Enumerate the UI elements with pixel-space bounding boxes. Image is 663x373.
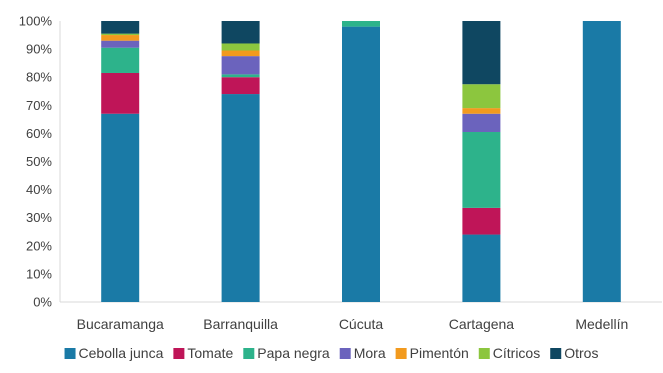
bar-segment	[462, 108, 501, 114]
y-tick-label: 90%	[26, 42, 52, 57]
y-axis-ticks: 0% 10% 20% 30% 40% 50% 60% 70% 80% 90% 100%	[19, 14, 53, 310]
y-tick-label: 40%	[26, 182, 52, 197]
bar-segment	[221, 43, 260, 51]
legend-swatch	[243, 348, 255, 359]
legend-swatch	[395, 348, 407, 359]
x-tick-label: Bucaramanga	[77, 316, 164, 332]
bar-segment	[101, 35, 140, 41]
x-tick-label: Medellín	[575, 316, 628, 332]
x-tick-label: Barranquilla	[203, 316, 278, 332]
x-tick-label: Cúcuta	[339, 316, 384, 332]
y-tick-label: 30%	[26, 210, 52, 225]
legend-label: Mora	[354, 345, 386, 361]
bar-segment	[221, 21, 260, 44]
legend-label: Cebolla junca	[79, 345, 164, 361]
legend-item: Mora	[339, 345, 386, 361]
bar-segment	[221, 77, 260, 95]
legend-swatch	[173, 348, 185, 359]
bar-segment	[101, 113, 140, 302]
y-tick-label: 60%	[26, 126, 52, 141]
bar-segment	[101, 33, 140, 36]
legend-label: Cítricos	[493, 345, 540, 361]
y-tick-label: 80%	[26, 70, 52, 85]
y-tick-label: 50%	[26, 154, 52, 169]
legend-swatch	[550, 348, 562, 359]
x-tick-label: Cartagena	[449, 316, 515, 332]
x-axis-ticks: Bucaramanga Barranquilla Cúcuta Cartagena Me…	[77, 316, 629, 332]
y-tick-label: 0%	[33, 295, 52, 310]
bar-segment	[462, 131, 501, 208]
legend-swatch	[478, 348, 490, 359]
legend-label: Tomate	[187, 345, 233, 361]
bar-segment	[342, 26, 380, 303]
bar-segment	[101, 72, 140, 114]
legend-item: Cebolla junca	[64, 345, 164, 361]
legend-item: Papa negra	[243, 345, 330, 361]
legend: Cebolla junca Tomate Papa negra Mora Pimentó…	[64, 345, 598, 361]
legend-item: Otros	[550, 345, 598, 361]
bar-segment	[101, 21, 140, 34]
bar-segment	[462, 84, 501, 109]
bar-segment	[221, 74, 260, 78]
legend-item: Tomate	[173, 345, 234, 361]
bar-segment	[101, 47, 140, 73]
y-tick-label: 70%	[26, 98, 52, 113]
legend-label: Otros	[564, 345, 598, 361]
bar-segment	[221, 56, 260, 75]
bar-segment	[462, 113, 501, 132]
bar-segment	[221, 50, 260, 57]
bar-segment	[462, 21, 501, 85]
bar-segment	[582, 21, 621, 302]
legend-swatch	[339, 348, 351, 359]
legend-swatch	[64, 348, 76, 359]
bar-segment	[221, 94, 260, 302]
y-tick-label: 10%	[26, 266, 52, 281]
bar-segment	[342, 21, 380, 27]
bar-segment	[101, 40, 140, 48]
legend-label: Papa negra	[257, 345, 330, 361]
legend-item: Pimentón	[395, 345, 469, 361]
bar-segment	[462, 234, 501, 302]
legend-item: Cítricos	[478, 345, 540, 361]
y-tick-label: 100%	[19, 14, 53, 29]
bars	[101, 21, 621, 303]
y-tick-label: 20%	[26, 238, 52, 253]
bar-segment	[462, 207, 501, 235]
legend-label: Pimentón	[410, 345, 469, 361]
